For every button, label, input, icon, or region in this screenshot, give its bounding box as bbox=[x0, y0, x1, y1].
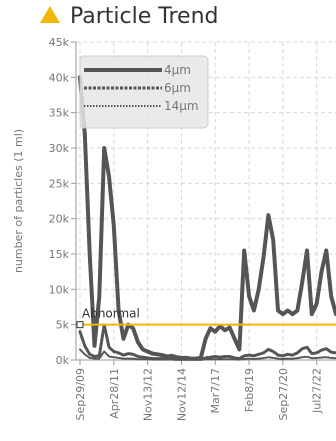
x-tick-label: Sep27/20 bbox=[277, 368, 290, 420]
series-line-3 bbox=[79, 348, 336, 361]
chart-header: Particle Trend bbox=[0, 0, 336, 36]
legend-label-2: 6μm bbox=[164, 81, 191, 95]
y-tick-label: 45k bbox=[49, 36, 70, 49]
warning-triangle-icon bbox=[40, 6, 60, 23]
series-line-1 bbox=[78, 75, 336, 361]
y-tick-label: 15k bbox=[49, 248, 70, 261]
y-tick-label: 10k bbox=[49, 283, 70, 296]
x-tick-label: Sep29/09 bbox=[74, 368, 87, 420]
abnormal-threshold-marker bbox=[76, 321, 84, 329]
legend-box bbox=[79, 55, 209, 129]
x-tick-label: Jul27/22 bbox=[311, 368, 324, 414]
chart-title: Particle Trend bbox=[70, 4, 219, 29]
y-tick-label: 20k bbox=[49, 213, 70, 226]
y-tick-label: 35k bbox=[49, 107, 70, 120]
y-tick-label: 30k bbox=[49, 142, 70, 155]
y-tick-label: 5k bbox=[56, 319, 70, 332]
x-tick-label: Nov13/12 bbox=[142, 368, 155, 421]
x-tick-label: Nov12/14 bbox=[175, 368, 188, 421]
x-tick-label: Mar7/17 bbox=[209, 368, 222, 413]
y-tick-label: 25k bbox=[49, 177, 70, 190]
abnormal-threshold-label: Abnormal bbox=[82, 307, 140, 321]
x-tick-label: Feb8/19 bbox=[243, 368, 256, 412]
legend-label-3: 14μm bbox=[164, 99, 199, 113]
series-line-2 bbox=[78, 323, 336, 361]
legend-label-1: 4μm bbox=[164, 63, 191, 77]
y-tick-label: 40k bbox=[49, 71, 70, 84]
y-tick-label: 0k bbox=[56, 354, 70, 367]
x-tick-label: Apr28/11 bbox=[108, 368, 121, 419]
y-axis-title: number of particles (1 ml) bbox=[12, 129, 25, 273]
